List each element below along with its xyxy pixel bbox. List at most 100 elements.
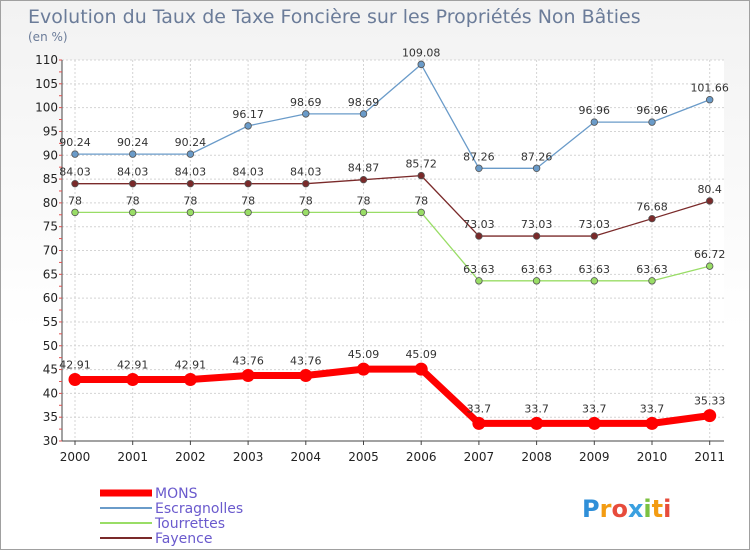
data-label-tourrettes: 63.63 [579, 263, 611, 276]
y-tick-label: 110 [35, 53, 58, 67]
y-tick-label: 95 [43, 124, 58, 138]
x-tick-label: 2008 [521, 450, 552, 464]
chart-title: Evolution du Taux de Taxe Foncière sur l… [28, 6, 641, 28]
data-label-tourrettes: 78 [299, 194, 313, 207]
data-label-fayence: 84.03 [232, 166, 264, 179]
data-point-tourrettes [706, 262, 714, 270]
data-label-fayence: 73.03 [579, 218, 611, 231]
x-tick-label: 2006 [406, 450, 437, 464]
data-point-mons [703, 409, 717, 423]
data-label-mons: 33.7 [524, 402, 549, 415]
data-label-tourrettes: 78 [126, 194, 140, 207]
data-point-escragnolles [302, 110, 310, 118]
data-label-fayence: 73.03 [463, 218, 495, 231]
data-label-fayence: 85.72 [405, 158, 437, 171]
data-point-fayence [475, 232, 483, 240]
x-tick-label: 2010 [637, 450, 668, 464]
data-point-tourrettes [417, 208, 425, 217]
y-tick-label: 35 [43, 410, 58, 424]
data-point-fayence [648, 214, 656, 223]
logo-letter: r [600, 495, 612, 523]
data-point-mons [645, 416, 659, 430]
data-label-escragnolles: 96.17 [232, 108, 264, 121]
data-label-mons: 45.09 [348, 348, 380, 361]
y-tick-label: 85 [43, 172, 58, 186]
data-point-escragnolles [417, 60, 425, 69]
data-point-escragnolles [244, 122, 252, 130]
data-label-fayence: 73.03 [521, 218, 553, 231]
data-point-tourrettes [302, 208, 310, 217]
data-label-mons: 43.76 [232, 354, 264, 367]
data-point-tourrettes [590, 277, 598, 285]
y-tick-label: 30 [43, 434, 58, 448]
data-point-tourrettes [244, 208, 252, 217]
x-tick-label: 2005 [348, 450, 379, 464]
data-label-escragnolles: 90.24 [175, 136, 207, 149]
data-point-escragnolles [128, 150, 137, 158]
data-label-tourrettes: 78 [68, 194, 82, 207]
data-point-mons [299, 368, 313, 382]
data-point-fayence [706, 197, 714, 205]
data-point-fayence [359, 175, 368, 184]
data-point-fayence [532, 232, 541, 240]
y-tick-label: 100 [35, 101, 58, 115]
x-tick-label: 2007 [464, 450, 495, 464]
y-tick-label: 50 [43, 339, 58, 353]
y-tick-label: 55 [43, 315, 58, 329]
data-point-tourrettes [359, 208, 368, 217]
data-point-fayence [590, 232, 598, 240]
data-point-mons [587, 416, 601, 430]
data-label-mons: 42.91 [175, 359, 207, 372]
data-label-mons: 43.76 [290, 354, 322, 367]
data-label-tourrettes: 78 [414, 194, 428, 207]
data-point-fayence [302, 179, 310, 188]
data-point-tourrettes [475, 277, 483, 285]
data-label-mons: 33.7 [582, 402, 607, 415]
y-tick-label: 45 [43, 363, 58, 377]
data-point-mons [183, 373, 197, 387]
data-label-escragnolles: 96.96 [636, 104, 668, 117]
data-point-escragnolles [648, 118, 656, 126]
data-label-tourrettes: 63.63 [521, 263, 553, 276]
data-point-tourrettes [71, 208, 79, 217]
y-tick-label: 90 [43, 148, 58, 162]
y-tick-label: 75 [43, 220, 58, 234]
x-tick-label: 2009 [579, 450, 610, 464]
y-tick-label: 105 [35, 77, 58, 91]
data-label-escragnolles: 101.66 [690, 82, 729, 95]
x-tick-label: 2000 [60, 450, 91, 464]
data-label-tourrettes: 66.72 [694, 248, 726, 261]
data-point-mons [241, 368, 255, 382]
logo-letter: o [611, 495, 628, 523]
data-label-escragnolles: 98.69 [348, 96, 380, 109]
data-label-tourrettes: 78 [357, 194, 371, 207]
x-tick-label: 2003 [233, 450, 264, 464]
x-tick-label: 2001 [117, 450, 148, 464]
data-label-tourrettes: 63.63 [463, 263, 495, 276]
series-line-mons [75, 365, 711, 427]
data-point-fayence [186, 179, 195, 188]
logo-letter: i [663, 495, 671, 523]
data-label-tourrettes: 78 [183, 194, 197, 207]
data-point-tourrettes [648, 277, 656, 285]
data-label-fayence: 84.03 [59, 166, 91, 179]
data-label-mons: 35.33 [694, 395, 726, 408]
data-point-tourrettes [532, 277, 541, 285]
data-label-mons: 42.91 [117, 359, 149, 372]
data-label-escragnolles: 90.24 [59, 136, 91, 149]
data-point-mons [472, 416, 486, 430]
y-tick-label: 65 [43, 267, 58, 281]
x-tick-label: 2011 [694, 450, 725, 464]
logo-letter: i [643, 495, 651, 523]
logo-letter: P [582, 495, 600, 523]
y-tick-label: 60 [43, 291, 58, 305]
data-point-mons [530, 416, 544, 430]
data-point-escragnolles [71, 150, 79, 158]
data-point-tourrettes [128, 208, 137, 217]
data-label-mons: 33.7 [640, 402, 665, 415]
data-label-escragnolles: 98.69 [290, 96, 322, 109]
legend-label-fayence: Fayence [155, 531, 212, 547]
data-point-fayence [417, 171, 425, 180]
data-point-escragnolles [359, 110, 368, 118]
